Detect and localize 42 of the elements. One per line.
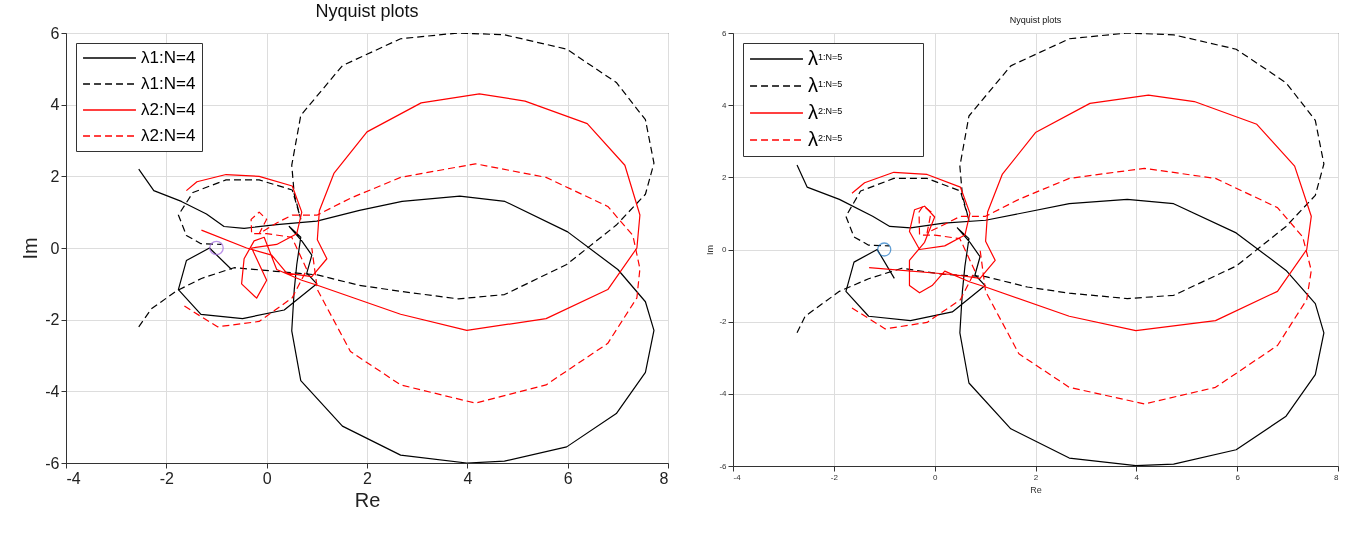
x-axis-title: Re — [354, 488, 381, 511]
x-tick-label: 4 — [463, 469, 473, 487]
y-tick-label: 0 — [50, 239, 60, 257]
y-tick-label: 2 — [722, 172, 728, 182]
legend-label: λ$^{1:N=5}$ — [808, 74, 843, 96]
y-tick-label: -4 — [45, 382, 60, 400]
legend-label: λ$^{2:N=5}$ — [808, 101, 843, 123]
y-tick-label: -6 — [719, 461, 728, 471]
y-tick-label: -2 — [719, 317, 728, 327]
legend-label: λ2:N=4 — [141, 100, 196, 119]
legend-label: λ1:N=4 — [141, 74, 196, 93]
x-tick-label: 2 — [363, 469, 373, 487]
x-axis-title: Re — [1030, 484, 1042, 495]
y-tick-label: 2 — [50, 167, 60, 185]
y-tick-label: 4 — [722, 100, 728, 110]
y-tick-label: -6 — [45, 454, 60, 472]
x-tick-label: 0 — [932, 472, 938, 482]
legend-label: λ$^{2:N=5}$ — [808, 128, 843, 150]
chart-title: Nyquist plots — [1009, 15, 1062, 25]
x-tick-label: 4 — [1134, 472, 1140, 482]
y-tick-label: 0 — [722, 245, 728, 254]
x-tick-label: 0 — [262, 469, 272, 487]
x-tick-label: -4 — [733, 472, 742, 482]
y-axis-title: Im — [705, 245, 716, 255]
legend-label: λ2:N=4 — [141, 126, 196, 145]
y-tick-label: 4 — [50, 96, 60, 114]
y-tick-label: 6 — [722, 28, 728, 38]
y-tick-label: -4 — [719, 389, 728, 399]
x-tick-label: 8 — [659, 469, 669, 487]
legend-label: λ1:N=4 — [141, 48, 196, 67]
legend-label: λ$^{1:N=5}$ — [808, 47, 843, 69]
y-axis-title: Im — [19, 237, 42, 260]
x-tick-label: -2 — [159, 469, 175, 487]
x-tick-label: -2 — [830, 472, 839, 482]
y-tick-label: -2 — [45, 311, 60, 329]
x-tick-label: 2 — [1033, 472, 1039, 482]
chart-title: Nyquist plots — [315, 1, 419, 21]
y-tick-label: 6 — [50, 24, 60, 42]
x-tick-label: 8 — [1334, 472, 1340, 482]
x-tick-label: 6 — [563, 469, 573, 487]
x-tick-label: 6 — [1235, 472, 1241, 482]
x-tick-label: -4 — [66, 469, 81, 487]
